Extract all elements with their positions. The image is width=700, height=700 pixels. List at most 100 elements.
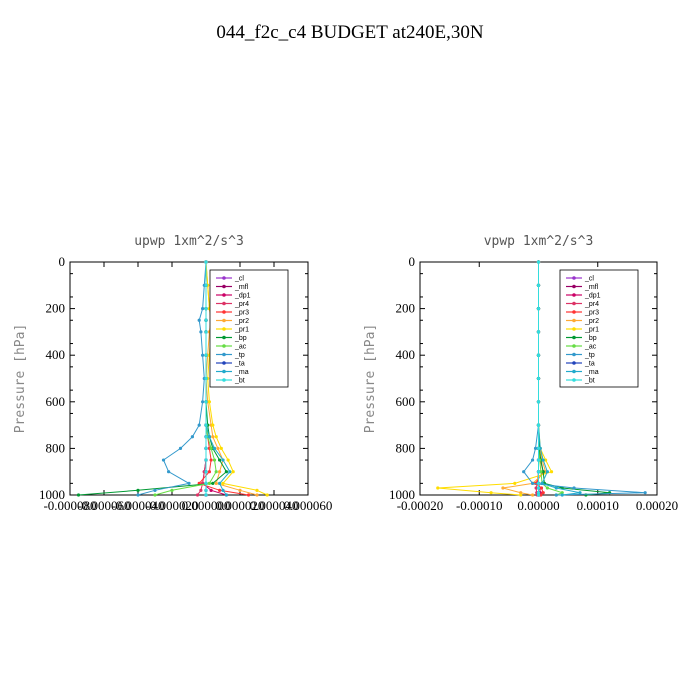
data-point	[199, 488, 203, 492]
data-point	[212, 446, 217, 450]
legend-marker	[222, 284, 226, 289]
y-tick-label: 200	[46, 301, 66, 316]
x-tick-label: 0.000020	[216, 498, 265, 513]
x-tick-label: -0.000020	[145, 498, 198, 513]
legend-label: _ac	[234, 344, 247, 351]
legend-marker	[222, 369, 226, 374]
panel-upwp: upwp 1xm^2/s^3 Pressure [hPa] 0 200 400 600 80…	[13, 234, 332, 513]
legend-label: _tp	[584, 352, 595, 359]
legend-marker	[222, 301, 226, 306]
data-point	[197, 318, 201, 322]
y-tick-label: 800	[396, 440, 416, 455]
data-point	[153, 493, 157, 497]
data-point	[211, 481, 215, 485]
y-axis-label: Pressure [hPa]	[13, 324, 28, 434]
data-point	[536, 481, 541, 485]
data-point	[201, 353, 205, 357]
data-point	[501, 486, 505, 490]
legend-label: _bp	[584, 335, 597, 342]
y-tick-label: 600	[396, 394, 416, 409]
data-point	[170, 488, 174, 492]
series-line-pr1	[437, 262, 553, 496]
data-point	[214, 435, 218, 439]
data-point	[533, 446, 538, 450]
data-point	[560, 491, 564, 495]
data-point	[536, 470, 541, 474]
legend-label: _dp1	[234, 293, 251, 300]
data-point	[207, 400, 211, 404]
data-point	[204, 458, 208, 462]
legend-marker	[572, 361, 576, 365]
data-point	[536, 493, 541, 497]
legend-marker	[222, 310, 226, 314]
legend-label: _pr4	[234, 301, 249, 308]
figure-title: 044_f2c_c4 BUDGET at240E,30N	[216, 22, 483, 43]
legend-label: _pr3	[584, 310, 599, 317]
data-point	[541, 470, 545, 474]
data-point	[522, 470, 526, 474]
data-point	[76, 493, 81, 497]
y-tick-label: 600	[46, 394, 66, 409]
legend-marker	[572, 344, 576, 348]
x-tick-label: 0.000060	[284, 498, 333, 513]
data-point	[204, 318, 208, 322]
legend-marker	[222, 276, 226, 280]
data-point	[536, 446, 541, 450]
data-point	[218, 488, 222, 492]
data-point	[153, 488, 157, 492]
legend-label: _dp1	[584, 293, 601, 300]
x-tick-label: 0.000000	[182, 498, 231, 513]
data-point	[207, 470, 211, 474]
data-point	[224, 493, 228, 497]
data-point	[554, 493, 558, 497]
data-point	[489, 491, 493, 495]
data-point	[530, 481, 535, 485]
data-point	[519, 493, 523, 497]
data-point	[540, 481, 544, 485]
legend-marker	[222, 378, 226, 382]
data-point	[549, 470, 554, 474]
data-point	[265, 493, 269, 497]
data-point	[534, 486, 538, 490]
data-point	[536, 260, 541, 264]
data-point	[209, 446, 213, 450]
data-point	[199, 330, 203, 334]
panel-title: upwp 1xm^2/s^3	[134, 234, 244, 249]
data-point	[136, 493, 140, 497]
data-point	[209, 488, 213, 492]
legend-label: _bp	[234, 335, 247, 342]
data-point	[544, 458, 548, 462]
data-point	[530, 493, 535, 497]
legend-marker	[222, 361, 226, 365]
data-point	[643, 491, 647, 495]
data-point	[161, 458, 166, 462]
data-point	[218, 458, 222, 462]
data-point	[204, 481, 208, 485]
data-point	[178, 446, 183, 450]
data-point	[228, 470, 232, 474]
data-point	[536, 423, 541, 427]
data-point	[536, 353, 541, 357]
data-point	[539, 470, 543, 474]
legend-label: _pr1	[584, 327, 599, 334]
y-tick-label: 0	[59, 254, 66, 269]
legend-label: _pr2	[234, 318, 249, 325]
data-point	[204, 470, 208, 474]
data-point	[204, 283, 208, 287]
data-point	[536, 283, 541, 287]
data-point	[539, 493, 543, 497]
data-point	[218, 470, 222, 474]
x-tick-label: -0.000080	[43, 498, 96, 513]
y-tick-label: 1000	[389, 487, 415, 502]
data-point	[536, 376, 541, 381]
data-point	[204, 435, 208, 439]
data-point	[226, 458, 230, 462]
legend-marker	[572, 327, 576, 331]
data-point	[190, 435, 194, 439]
legend-marker	[572, 335, 576, 340]
legend-label: _pr3	[234, 310, 249, 317]
y-tick-label: 800	[46, 440, 66, 455]
data-point	[204, 446, 208, 450]
data-point	[578, 491, 582, 495]
legend-label: _mfl	[234, 284, 249, 291]
